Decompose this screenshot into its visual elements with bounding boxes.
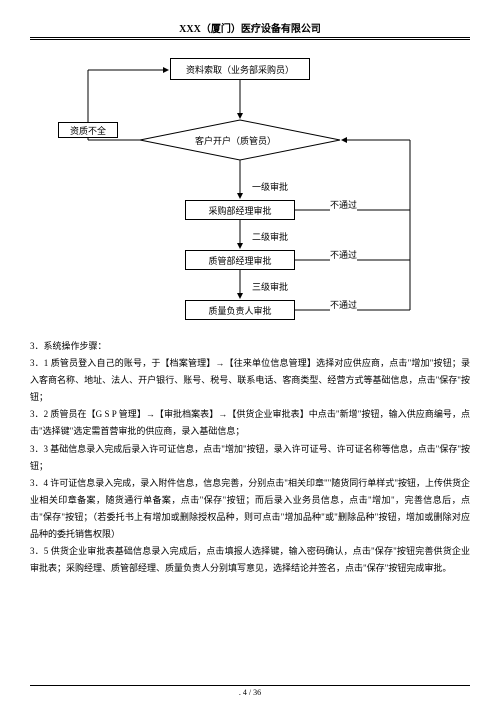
flow-node-purchase-mgr: 采购部经理审批	[185, 200, 295, 220]
body-text: 3．系统操作步骤： 3．1 质管员登入自己的账号，于【档案管理】→【往来单位信息…	[30, 338, 470, 577]
header-rule	[30, 37, 470, 40]
para-1: 3．系统操作步骤：	[30, 338, 470, 355]
flow-label-level1: 一级审批	[252, 180, 288, 193]
flow-label-fail3: 不通过	[330, 298, 357, 311]
flow-node-collect: 资料索取（业务部采购员）	[170, 58, 310, 80]
flow-node-open-account: 客户开户（质管员）	[195, 134, 276, 147]
page-footer: . 4 / 36	[0, 685, 500, 697]
flow-label-fail2: 不通过	[330, 248, 357, 261]
para-6: 3．5 供货企业审批表基础信息录入完成后，点击填报人选择键，输入密码确认，点击"…	[30, 543, 470, 577]
flow-label-fail1: 不通过	[330, 198, 357, 211]
flow-node-quality-head: 质量负责人审批	[185, 300, 295, 320]
flow-node-qc-mgr: 质管部经理审批	[185, 250, 295, 270]
page-header: XXX（厦门）医疗设备有限公司	[30, 20, 470, 37]
flow-label-level2: 二级审批	[252, 230, 288, 243]
para-5: 3．4 许可证信息录入完成，录入附件信息，信息完善，分别点击"相关印章""随货同…	[30, 475, 470, 543]
para-3: 3．2 质管员在【G S P 管理】→【审批档案表】→【供货企业审批表】中点击"…	[30, 406, 470, 440]
flowchart: 资料索取（业务部采购员） 资质不全 客户开户（质管员） 一级审批 采购部经理审批…	[30, 50, 470, 320]
flowchart-connectors	[30, 50, 470, 320]
para-4: 3．3 基础信息录入完成后录入许可证信息，点击"增加"按钮，录入许可证号、许可证…	[30, 441, 470, 475]
page-number: . 4 / 36	[239, 688, 261, 697]
flow-label-level3: 三级审批	[252, 280, 288, 293]
flow-label-qualify-fail: 资质不全	[58, 122, 118, 138]
para-2: 3．1 质管员登入自己的账号，于【档案管理】→【往来单位信息管理】选择对应供应商…	[30, 355, 470, 406]
